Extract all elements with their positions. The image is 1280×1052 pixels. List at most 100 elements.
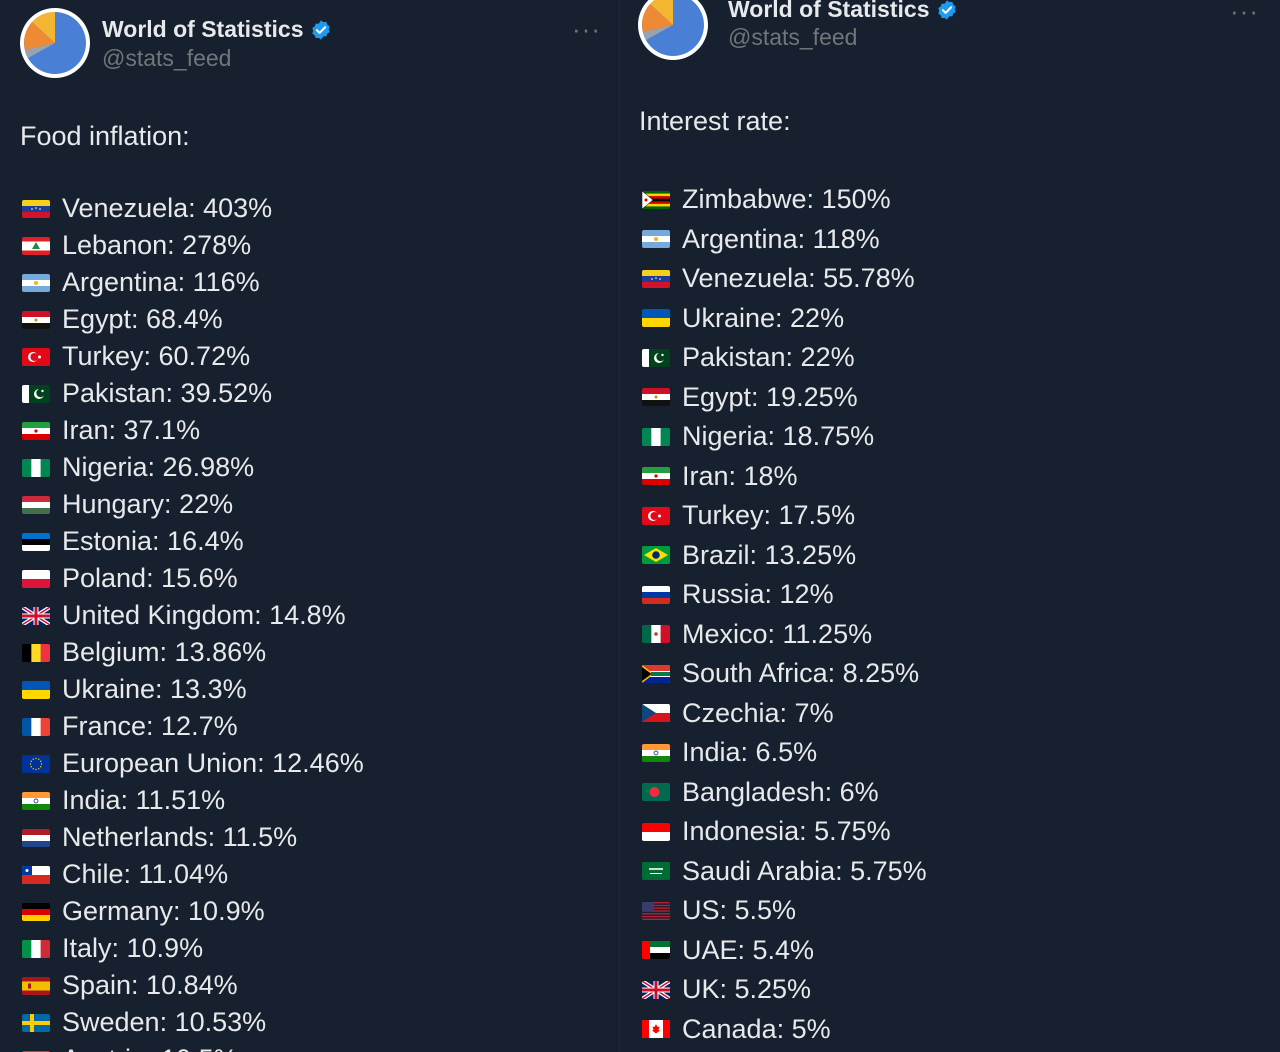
list-item-text: India: 6.5% <box>682 737 818 768</box>
tweet-heading: Food inflation: <box>20 121 190 151</box>
list-item-text: Turkey: 60.72% <box>62 341 251 371</box>
list-item: Sweden: 10.53% <box>22 1004 364 1041</box>
list-item: Turkey: 60.72% <box>22 338 364 375</box>
list-item: Egypt: 68.4% <box>22 301 364 338</box>
list-item: Germany: 10.9% <box>22 893 364 930</box>
flag-icon <box>22 458 50 477</box>
list-item-text: Egypt: 19.25% <box>682 381 858 412</box>
flag-icon <box>642 625 670 644</box>
flag-icon <box>22 421 50 440</box>
right-tweet: World of Statistics @stats_feed ··· Inte… <box>620 0 1280 1052</box>
list-item-text: UAE: 5.4% <box>682 934 815 965</box>
interest-rate-list: Zimbabwe: 150% Argentina: 118% Venezuela… <box>642 180 927 1049</box>
flag-icon <box>642 506 670 525</box>
flag-icon <box>22 569 50 588</box>
list-item-text: Bangladesh: 6% <box>682 776 879 807</box>
flag-icon <box>642 1020 670 1039</box>
flag-icon <box>22 976 50 995</box>
list-item: Chile: 11.04% <box>22 856 364 893</box>
list-item: Lebanon: 278% <box>22 227 364 264</box>
list-item-text: Nigeria: 18.75% <box>682 421 875 452</box>
flag-icon <box>642 980 670 999</box>
flag-icon <box>22 1050 50 1052</box>
list-item-text: Turkey: 17.5% <box>682 500 856 531</box>
list-item-text: Venezuela: 403% <box>62 193 273 223</box>
flag-icon <box>22 754 50 773</box>
flag-icon <box>22 606 50 625</box>
food-inflation-list: Venezuela: 403% Lebanon: 278% Argentina:… <box>22 190 364 1052</box>
list-item: Pakistan: 22% <box>642 338 927 378</box>
list-item-text: Pakistan: 39.52% <box>62 378 273 408</box>
flag-icon <box>22 828 50 847</box>
list-item-text: United Kingdom: 14.8% <box>62 600 346 630</box>
list-item-text: US: 5.5% <box>682 895 797 926</box>
left-tweet: World of Statistics @stats_feed ··· Food… <box>0 0 620 1052</box>
flag-icon <box>642 743 670 762</box>
list-item-text: Italy: 10.9% <box>62 933 204 963</box>
list-item-text: Pakistan: 22% <box>682 342 855 373</box>
list-item: Saudi Arabia: 5.75% <box>642 852 927 892</box>
list-item: Nigeria: 18.75% <box>642 417 927 457</box>
flag-icon <box>22 310 50 329</box>
list-item: Mexico: 11.25% <box>642 615 927 655</box>
flag-icon <box>642 664 670 683</box>
list-item: Egypt: 19.25% <box>642 378 927 418</box>
list-item-text: South Africa: 8.25% <box>682 658 920 689</box>
flag-icon <box>642 783 670 802</box>
list-item: Iran: 18% <box>642 457 927 497</box>
flag-icon <box>642 546 670 565</box>
flag-icon <box>642 862 670 881</box>
list-item-text: Estonia: 16.4% <box>62 526 244 556</box>
list-item: Russia: 12% <box>642 575 927 615</box>
list-item: Hungary: 22% <box>22 486 364 523</box>
author-name[interactable]: World of Statistics <box>728 0 958 23</box>
list-item: India: 11.51% <box>22 782 364 819</box>
flag-icon <box>22 865 50 884</box>
list-item-text: Venezuela: 55.78% <box>682 263 915 294</box>
list-item: Poland: 15.6% <box>22 560 364 597</box>
list-item: Argentina: 116% <box>22 264 364 301</box>
flag-icon <box>22 273 50 292</box>
list-item-text: Brazil: 13.25% <box>682 539 857 570</box>
pie-chart-icon <box>642 0 704 56</box>
list-item: France: 12.7% <box>22 708 364 745</box>
list-item: Brazil: 13.25% <box>642 536 927 576</box>
list-item: Pakistan: 39.52% <box>22 375 364 412</box>
flag-icon <box>22 384 50 403</box>
verified-badge-icon <box>311 19 330 40</box>
list-item: United Kingdom: 14.8% <box>22 597 364 634</box>
list-item-text: Canada: 5% <box>682 1013 831 1044</box>
list-item: Venezuela: 55.78% <box>642 259 927 299</box>
list-item-text: Egypt: 68.4% <box>62 304 223 334</box>
author-handle[interactable]: @stats_feed <box>728 24 858 50</box>
list-item-text: European Union: 12.46% <box>62 748 364 778</box>
flag-icon <box>22 939 50 958</box>
panel-divider <box>619 0 620 1052</box>
list-item-text: Spain: 10.84% <box>62 970 238 1000</box>
list-item: Estonia: 16.4% <box>22 523 364 560</box>
flag-icon <box>642 269 670 288</box>
list-item-text: Saudi Arabia: 5.75% <box>682 855 927 886</box>
list-item: Bangladesh: 6% <box>642 773 927 813</box>
flag-icon <box>22 347 50 366</box>
verified-badge-icon <box>937 0 956 20</box>
list-item-text: Poland: 15.6% <box>62 563 238 593</box>
flag-icon <box>642 348 670 367</box>
author-handle[interactable]: @stats_feed <box>102 45 232 71</box>
list-item-text: Indonesia: 5.75% <box>682 816 891 847</box>
avatar[interactable] <box>20 8 90 78</box>
list-item-text: Argentina: 116% <box>62 267 260 297</box>
flag-icon <box>642 230 670 249</box>
flag-icon <box>642 822 670 841</box>
list-item: Argentina: 118% <box>642 220 927 260</box>
more-options-icon[interactable]: ··· <box>1230 0 1259 26</box>
list-item: Netherlands: 11.5% <box>22 819 364 856</box>
author-name[interactable]: World of Statistics <box>102 16 332 43</box>
list-item: Turkey: 17.5% <box>642 496 927 536</box>
pie-chart-icon <box>24 12 86 74</box>
more-options-icon[interactable]: ··· <box>572 14 601 44</box>
flag-icon <box>22 199 50 218</box>
list-item-text: Netherlands: 11.5% <box>62 822 298 852</box>
tweet-heading: Interest rate: <box>639 106 791 136</box>
avatar[interactable] <box>638 0 708 60</box>
